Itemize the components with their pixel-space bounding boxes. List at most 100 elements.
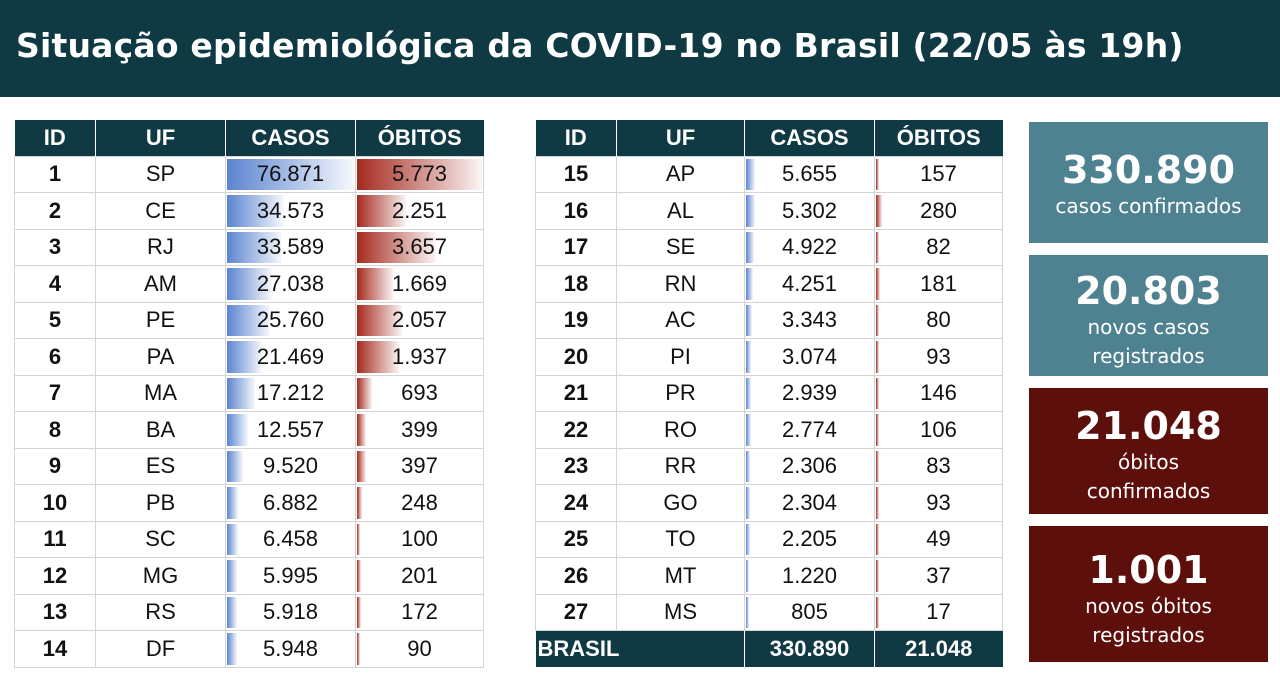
obitos-value: 83 — [926, 453, 951, 479]
obitos-value: 1.937 — [391, 343, 448, 369]
casos-value: 27.038 — [256, 270, 325, 296]
cell-obitos: 93 — [874, 338, 1003, 376]
table-row: 10 PB 6.882 248 — [14, 484, 484, 522]
obitos-value: 17 — [926, 599, 951, 625]
page-title: Situação epidemiológica da COVID-19 no B… — [16, 26, 1184, 65]
cell-obitos: 1.669 — [355, 265, 484, 303]
table-row: 27 MS 805 17 — [535, 593, 1003, 631]
obitos-bar — [876, 596, 879, 628]
casos-value: 3.343 — [781, 307, 838, 333]
casos-value: 4.251 — [781, 270, 838, 296]
cell-obitos: 82 — [874, 228, 1003, 266]
casos-bar — [227, 377, 255, 409]
cell-uf: MG — [95, 557, 226, 595]
casos-bar — [746, 560, 749, 592]
cell-obitos: 106 — [874, 411, 1003, 449]
cell-obitos: 93 — [874, 484, 1003, 522]
header-bar: Situação epidemiológica da COVID-19 no B… — [0, 0, 1280, 97]
column-header-obitos: ÓBITOS — [874, 120, 1003, 156]
table-row: 26 MT 1.220 37 — [535, 557, 1003, 595]
casos-value: 9.520 — [262, 453, 319, 479]
cell-obitos: 49 — [874, 520, 1003, 558]
cell-casos: 5.655 — [744, 155, 875, 193]
obitos-bar — [876, 377, 879, 409]
cell-casos: 6.882 — [225, 484, 356, 522]
cell-casos: 5.918 — [225, 593, 356, 631]
table-header-row: ID UF CASOS ÓBITOS — [535, 120, 1003, 156]
card-value: 20.803 — [1075, 269, 1222, 313]
cell-casos: 4.922 — [744, 228, 875, 266]
obitos-bar — [357, 158, 482, 190]
cell-casos: 805 — [744, 593, 875, 631]
cell-uf: DF — [95, 630, 226, 668]
casos-bar — [227, 560, 237, 592]
table-row: 11 SC 6.458 100 — [14, 520, 484, 558]
cell-casos: 12.557 — [225, 411, 356, 449]
cell-casos: 6.458 — [225, 520, 356, 558]
obitos-value: 49 — [926, 526, 951, 552]
casos-bar — [227, 450, 243, 482]
states-table-right: ID UF CASOS ÓBITOS 15 AP 5.655 157 16 AL 5.302… — [535, 120, 1003, 667]
casos-value: 6.882 — [262, 489, 319, 515]
obitos-bar — [876, 341, 879, 373]
cell-obitos: 280 — [874, 192, 1003, 230]
obitos-value: 181 — [920, 270, 957, 296]
obitos-bar — [357, 414, 366, 446]
obitos-value: 201 — [401, 562, 438, 588]
cell-obitos: 1.937 — [355, 338, 484, 376]
cell-casos: 76.871 — [225, 155, 356, 193]
cell-id: 24 — [535, 484, 617, 522]
cell-obitos: 100 — [355, 520, 484, 558]
casos-value: 2.306 — [781, 453, 838, 479]
obitos-bar — [876, 304, 879, 336]
cell-uf: BA — [95, 411, 226, 449]
cell-id: 10 — [14, 484, 96, 522]
cell-obitos: 172 — [355, 593, 484, 631]
casos-value: 5.995 — [262, 562, 319, 588]
casos-bar — [746, 450, 750, 482]
obitos-value: 2.251 — [391, 197, 448, 223]
table-row: 18 RN 4.251 181 — [535, 265, 1003, 303]
cell-uf: SP — [95, 155, 226, 193]
table-row: 12 MG 5.995 201 — [14, 557, 484, 595]
cell-casos: 34.573 — [225, 192, 356, 230]
cell-id: 18 — [535, 265, 617, 303]
cell-uf: MS — [616, 593, 745, 631]
cell-obitos: 83 — [874, 447, 1003, 485]
casos-value: 2.774 — [781, 416, 838, 442]
casos-bar — [227, 596, 237, 628]
cell-casos: 2.306 — [744, 447, 875, 485]
cell-uf: GO — [616, 484, 745, 522]
table-row: 4 AM 27.038 1.669 — [14, 265, 484, 303]
cell-id: 4 — [14, 265, 96, 303]
table-row: 5 PE 25.760 2.057 — [14, 301, 484, 339]
cell-obitos: 90 — [355, 630, 484, 668]
casos-bar — [227, 268, 272, 300]
cell-uf: PA — [95, 338, 226, 376]
table-row: 8 BA 12.557 399 — [14, 411, 484, 449]
column-header-uf: UF — [95, 120, 226, 156]
cell-casos: 2.774 — [744, 411, 875, 449]
table-row: 7 MA 17.212 693 — [14, 374, 484, 412]
obitos-value: 248 — [401, 489, 438, 515]
casos-value: 25.760 — [256, 307, 325, 333]
cell-uf: PR — [616, 374, 745, 412]
cell-id: 6 — [14, 338, 96, 376]
card-value: 21.048 — [1075, 404, 1222, 448]
table-row: 19 AC 3.343 80 — [535, 301, 1003, 339]
casos-bar — [746, 158, 755, 190]
cell-casos: 2.205 — [744, 520, 875, 558]
cell-obitos: 397 — [355, 447, 484, 485]
casos-value: 2.304 — [781, 489, 838, 515]
table-row: 20 PI 3.074 93 — [535, 338, 1003, 376]
casos-bar — [227, 158, 354, 190]
cell-casos: 3.074 — [744, 338, 875, 376]
card-novos-casos: 20.803 novos casos registrados — [1029, 255, 1268, 376]
obitos-value: 93 — [926, 489, 951, 515]
total-obitos: 21.048 — [874, 630, 1003, 667]
cell-casos: 33.589 — [225, 228, 356, 266]
cell-id: 19 — [535, 301, 617, 339]
cell-id: 1 — [14, 155, 96, 193]
obitos-value: 106 — [920, 416, 957, 442]
cell-id: 9 — [14, 447, 96, 485]
